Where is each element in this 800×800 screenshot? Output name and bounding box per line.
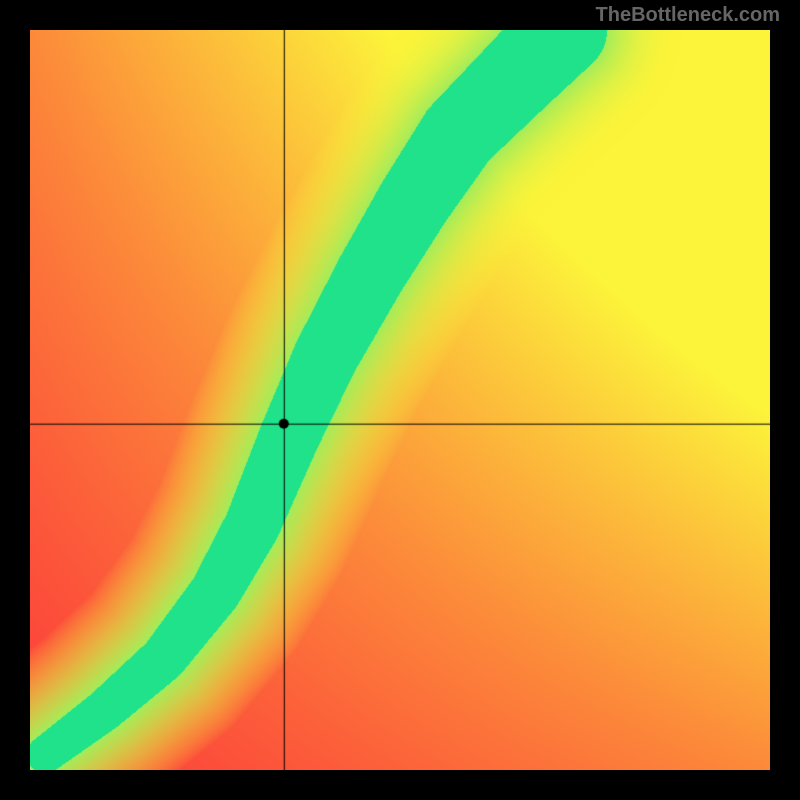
watermark-text: TheBottleneck.com xyxy=(596,4,780,27)
bottleneck-heatmap xyxy=(30,30,770,770)
